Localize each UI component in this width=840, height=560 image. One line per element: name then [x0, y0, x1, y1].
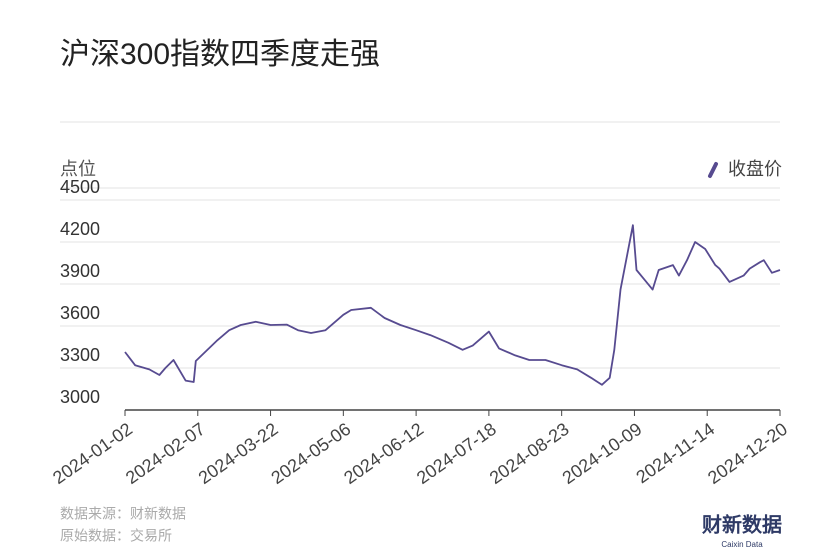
- x-tick-label: 2024-06-12: [340, 419, 427, 488]
- x-tick-label: 2024-08-23: [486, 419, 573, 488]
- x-tick-label: 2024-11-14: [632, 419, 718, 487]
- x-tick-label: 2024-03-22: [195, 419, 282, 488]
- y-axis-label: 点位: [60, 159, 96, 179]
- x-tick-label: 2024-10-09: [559, 419, 646, 488]
- y-tick-label: 3000: [60, 387, 100, 407]
- logo-subtitle: Caixin Data: [721, 540, 763, 549]
- y-tick-label: 3300: [60, 345, 100, 365]
- y-tick-label: 4500: [60, 177, 100, 197]
- x-tick-label: 2024-05-06: [267, 419, 354, 488]
- legend-label: 收盘价: [728, 159, 782, 179]
- line-series: [124, 224, 781, 386]
- x-tick-label: 2024-12-20: [704, 419, 791, 488]
- legend-swatch: [708, 162, 718, 178]
- x-tick-label: 2024-02-07: [122, 419, 209, 488]
- source: 原始数据：交易所: [60, 528, 172, 544]
- y-tick-label: 3600: [60, 303, 100, 323]
- x-tick-label: 2024-07-18: [413, 419, 500, 488]
- chart-title: 沪深300指数四季度走强: [60, 38, 380, 71]
- logo-title: 财新数据: [702, 512, 782, 536]
- source: 数据来源：财新数据: [60, 506, 186, 522]
- y-tick-label: 4200: [60, 219, 100, 239]
- x-tick-label: 2024-01-02: [49, 419, 136, 488]
- y-tick-label: 3900: [60, 261, 100, 281]
